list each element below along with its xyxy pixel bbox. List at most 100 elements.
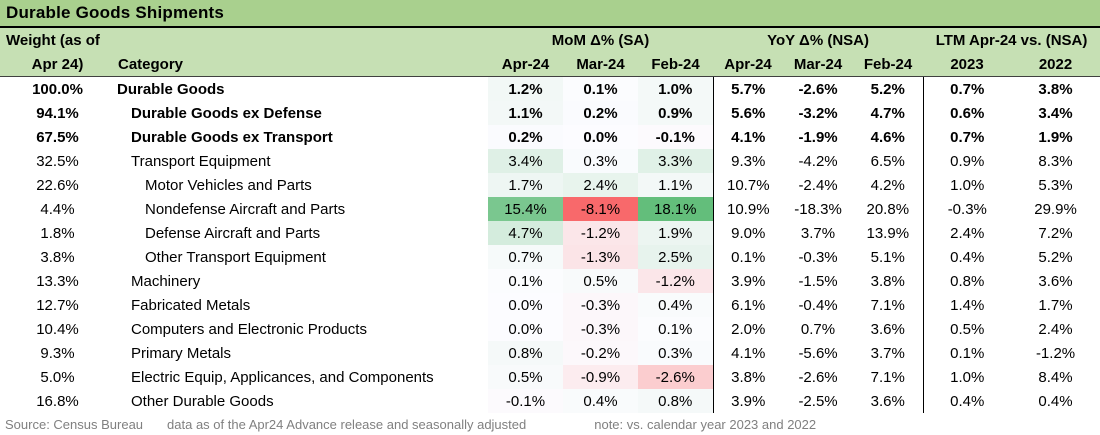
table-row: 3.8% Other Transport Equipment 0.7% -1.3% 2.…	[0, 245, 1100, 269]
weight-cell: 5.0%	[40, 368, 75, 386]
ltm-cell: 5.2%	[1038, 248, 1073, 266]
ltm-cell: 1.9%	[1038, 128, 1073, 146]
category-cell: Fabricated Metals	[131, 296, 251, 314]
yoy-cell: -3.2%	[798, 104, 838, 122]
table-body: 100.0% Durable Goods 1.2% 0.1% 1.0% 5.7% -2.6%…	[0, 76, 1100, 413]
yoy-cell: 3.7%	[800, 224, 836, 242]
yoy-cell: 4.1%	[712, 125, 784, 149]
yoy-cell: 20.8%	[866, 200, 910, 218]
mom-cell: 1.7%	[488, 173, 563, 197]
ltm-cell: 0.4%	[922, 245, 1012, 269]
table-row: 16.8% Other Durable Goods -0.1% 0.4% 0.8% 3.9…	[0, 389, 1100, 413]
weight-cell: 9.3%	[40, 344, 75, 362]
category-cell: Durable Goods ex Defense	[131, 104, 322, 122]
ltm-cell: 0.7%	[922, 76, 1012, 101]
yoy-cell: 3.6%	[870, 320, 905, 338]
weight-cell: 3.8%	[40, 248, 75, 266]
weight-cell: 12.7%	[36, 296, 79, 314]
mom-cell: 0.1%	[488, 269, 563, 293]
category-cell: Durable Goods ex Transport	[131, 128, 333, 146]
ltm-cell: 0.6%	[922, 101, 1012, 125]
yoy-cell: -5.6%	[798, 344, 838, 362]
mom-cell: -1.3%	[563, 245, 638, 269]
mom-cell: -0.3%	[563, 293, 638, 317]
table-row: 10.4% Computers and Electronic Products 0.…	[0, 317, 1100, 341]
table-row: 67.5% Durable Goods ex Transport 0.2% 0.0% -…	[0, 125, 1100, 149]
category-header: Category	[115, 52, 488, 77]
yoy-cell: 0.1%	[712, 245, 784, 269]
category-cell: Other Durable Goods	[131, 392, 274, 410]
mom-cell: -0.3%	[563, 317, 638, 341]
mom-cell: 1.1%	[638, 173, 714, 197]
yoy-cell: 5.6%	[712, 101, 784, 125]
mom-cell: 1.2%	[488, 76, 563, 101]
table-row: 5.0% Electric Equip, Applicances, and Com…	[0, 365, 1100, 389]
mom-cell: 0.9%	[638, 101, 714, 125]
col-header-yoy-feb24: Feb-24	[853, 52, 924, 77]
yoy-cell: 6.1%	[712, 293, 784, 317]
mom-cell: 0.3%	[638, 341, 714, 365]
footer-note: note: vs. calendar year 2023 and 2022	[594, 416, 817, 432]
col-header-mom-apr24: Apr-24	[488, 52, 563, 77]
yoy-cell: 10.7%	[712, 173, 784, 197]
weight-cell: 32.5%	[36, 152, 79, 170]
weight-cell: 1.8%	[40, 224, 75, 242]
col-header-yoy-apr24: Apr-24	[713, 52, 784, 77]
mom-cell: -0.1%	[638, 125, 714, 149]
mom-cell: -0.9%	[563, 365, 638, 389]
yoy-cell: 10.9%	[712, 197, 784, 221]
mom-cell: 15.4%	[488, 197, 563, 221]
mom-cell: 0.2%	[563, 101, 638, 125]
yoy-cell: 9.0%	[712, 221, 784, 245]
ltm-cell: 0.7%	[922, 125, 1012, 149]
ltm-cell: -0.3%	[922, 197, 1012, 221]
category-cell: Machinery	[131, 272, 201, 290]
ltm-cell: 5.3%	[1038, 176, 1073, 194]
category-cell: Durable Goods	[117, 80, 225, 98]
mom-cell: 4.7%	[488, 221, 563, 245]
ltm-cell: 1.0%	[922, 173, 1012, 197]
weight-cell: 67.5%	[36, 128, 79, 146]
group-header-ltm: LTM Apr-24 vs. (NSA)	[923, 28, 1100, 52]
category-cell: Primary Metals	[131, 344, 232, 362]
yoy-cell: -1.9%	[798, 128, 838, 146]
mom-cell: 0.8%	[488, 341, 563, 365]
ltm-cell: 0.1%	[922, 341, 1012, 365]
category-cell: Other Transport Equipment	[145, 248, 326, 266]
yoy-cell: 3.8%	[712, 365, 784, 389]
header-group-row: Weight (as of MoM Δ% (SA) YoY Δ% (NSA) L…	[0, 28, 1100, 52]
yoy-cell: 7.1%	[870, 368, 905, 386]
footer-data-note: data as of the Apr24 Advance release and…	[167, 416, 527, 432]
yoy-cell: 4.7%	[870, 104, 905, 122]
yoy-cell: -0.4%	[798, 296, 838, 314]
yoy-cell: 4.2%	[870, 176, 905, 194]
yoy-cell: 4.1%	[712, 341, 784, 365]
yoy-cell: 4.6%	[870, 128, 905, 146]
ltm-cell: 0.8%	[922, 269, 1012, 293]
ltm-cell: -1.2%	[1035, 344, 1076, 362]
weight-cell: 13.3%	[36, 272, 79, 290]
yoy-cell: 3.7%	[870, 344, 905, 362]
yoy-cell: 0.7%	[800, 320, 836, 338]
weight-cell: 16.8%	[36, 392, 79, 410]
mom-cell: 3.3%	[638, 149, 714, 173]
mom-cell: -0.1%	[488, 389, 563, 413]
category-header-spacer	[115, 28, 488, 52]
ltm-cell: 7.2%	[1038, 224, 1073, 242]
ltm-cell: 1.0%	[922, 365, 1012, 389]
yoy-cell: 5.1%	[870, 248, 905, 266]
mom-cell: 1.9%	[638, 221, 714, 245]
yoy-cell: -2.4%	[798, 176, 838, 194]
yoy-cell: -18.3%	[794, 200, 842, 218]
mom-cell: 1.1%	[488, 101, 563, 125]
ltm-cell: 0.9%	[922, 149, 1012, 173]
mom-cell: 0.4%	[638, 293, 714, 317]
table-row: 9.3% Primary Metals 0.8% -0.2% 0.3% 4.1% -5.6%…	[0, 341, 1100, 365]
yoy-cell: 6.5%	[870, 152, 905, 170]
mom-cell: 0.0%	[488, 317, 563, 341]
table-row: 32.5% Transport Equipment 3.4% 0.3% 3.3% 9.3%…	[0, 149, 1100, 173]
col-header-ltm-2022: 2022	[1011, 52, 1100, 77]
weight-cell: 10.4%	[36, 320, 79, 338]
ltm-cell: 2.4%	[922, 221, 1012, 245]
ltm-cell: 3.8%	[1038, 80, 1073, 98]
